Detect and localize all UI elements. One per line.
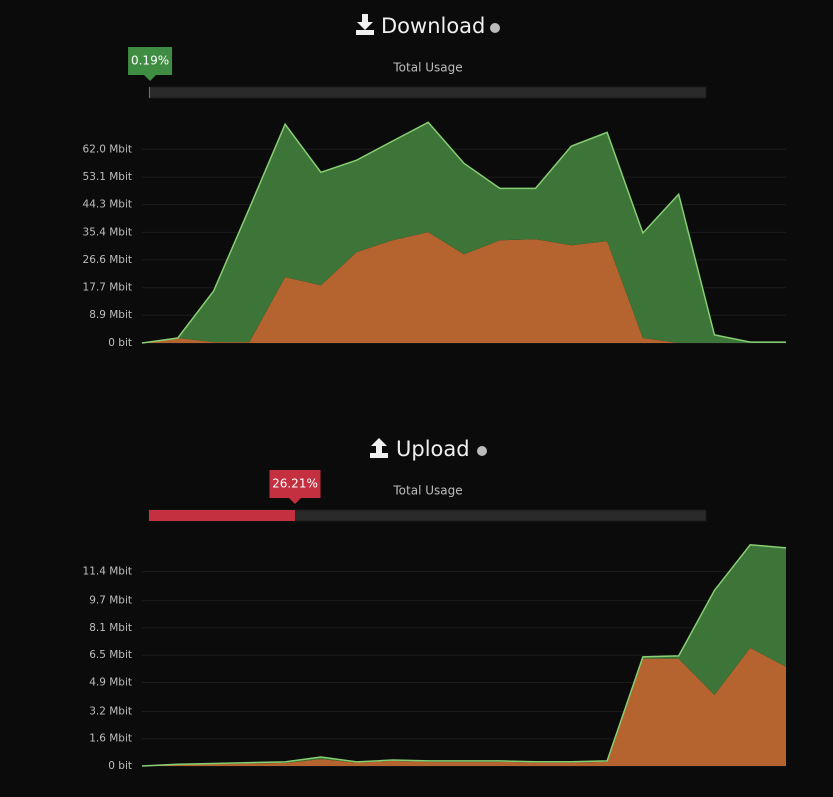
y-tick-label: 0 bit <box>108 760 132 772</box>
section-title: Download <box>381 14 485 38</box>
usage-caption: Total Usage <box>392 484 462 498</box>
tooltip-pointer <box>144 75 157 81</box>
area <box>142 232 786 343</box>
help-icon[interactable] <box>490 23 500 33</box>
usage-fill <box>149 510 295 521</box>
help-icon[interactable] <box>477 446 487 456</box>
usage-tooltip <box>269 470 321 498</box>
y-tick-label: 11.4 Mbit <box>83 566 132 578</box>
y-tick-label: 62.0 Mbit <box>83 143 132 155</box>
tooltip-pointer <box>288 498 301 504</box>
y-tick-label: 3.2 Mbit <box>89 705 132 717</box>
y-tick-label: 53.1 Mbit <box>83 171 132 183</box>
y-tick-label: 8.9 Mbit <box>89 309 132 321</box>
usage-label: 26.21% <box>272 477 318 491</box>
area <box>142 122 786 343</box>
usage-fill <box>149 87 151 98</box>
y-tick-label: 0 bit <box>108 337 132 349</box>
y-tick-label: 35.4 Mbit <box>83 226 132 238</box>
y-tick-label: 8.1 Mbit <box>89 622 132 634</box>
upload-icon <box>370 438 388 458</box>
usage-track <box>148 86 707 99</box>
area <box>142 647 786 766</box>
y-tick-label: 26.6 Mbit <box>83 254 132 266</box>
y-tick-label: 4.9 Mbit <box>89 676 132 688</box>
y-tick-label: 9.7 Mbit <box>89 595 132 607</box>
y-tick-label: 17.7 Mbit <box>83 282 132 294</box>
download-icon <box>356 14 374 35</box>
y-tick-label: 1.6 Mbit <box>89 733 132 745</box>
area-outline <box>141 121 786 344</box>
section-title: Upload <box>396 437 470 461</box>
usage-tooltip <box>128 47 173 75</box>
y-tick-label: 6.5 Mbit <box>89 649 132 661</box>
area-outline <box>141 543 787 767</box>
usage-label: 0.19% <box>131 54 169 68</box>
usage-caption: Total Usage <box>392 61 462 75</box>
y-tick-label: 44.3 Mbit <box>83 199 132 211</box>
